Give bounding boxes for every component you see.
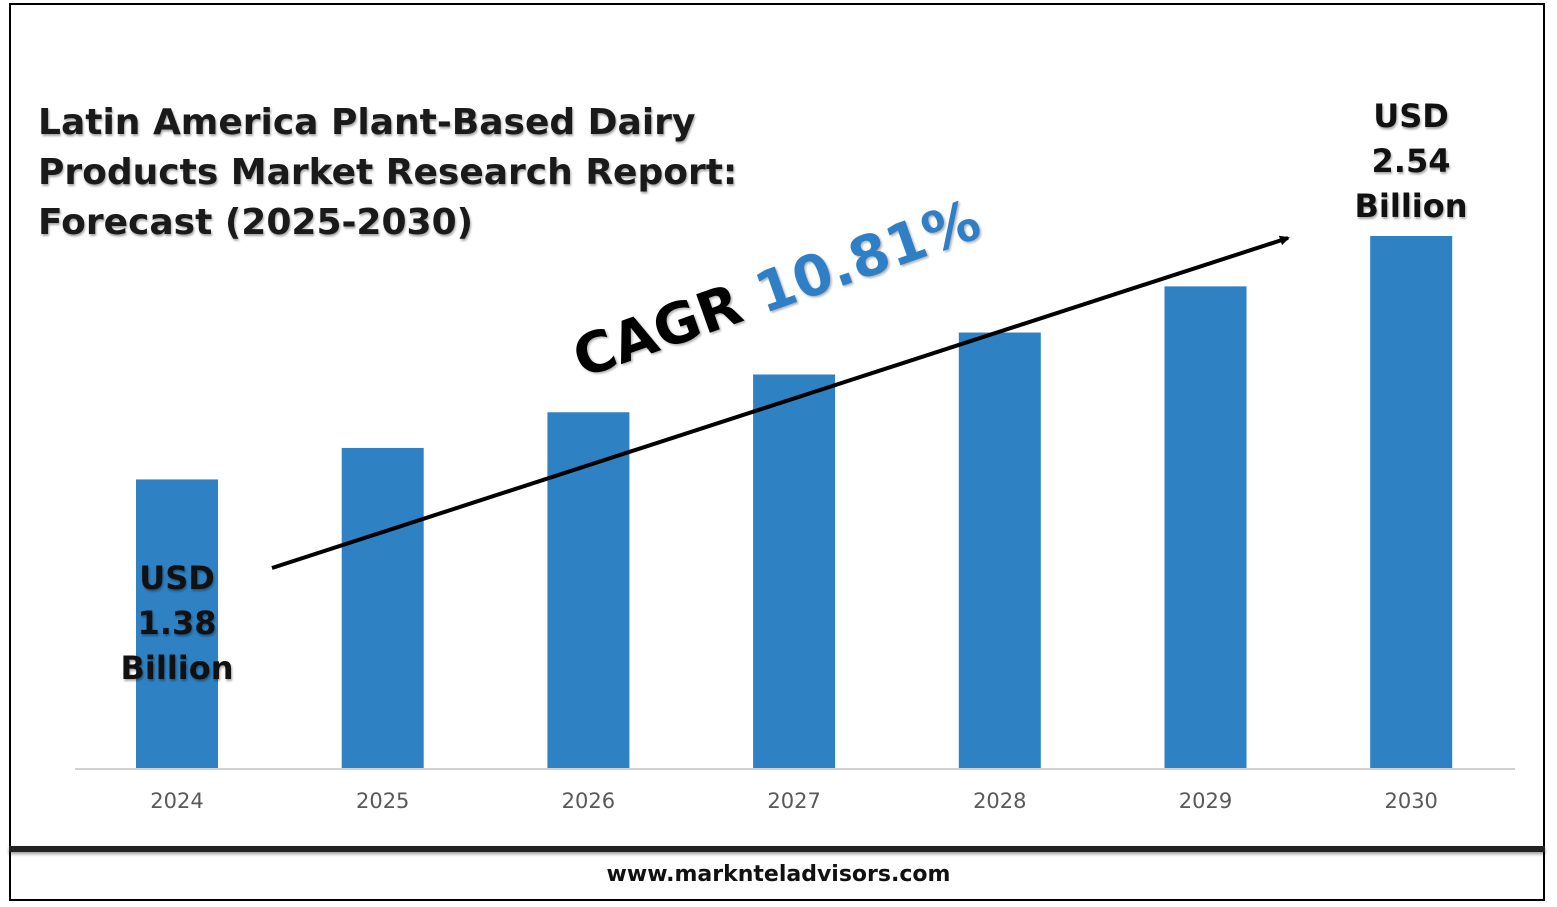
tick-label-2028: 2028 [973, 789, 1026, 813]
footer-divider [9, 846, 1545, 852]
end-currency: USD [1373, 97, 1449, 135]
tick-label-2030: 2030 [1384, 789, 1437, 813]
tick-label-2029: 2029 [1179, 789, 1232, 813]
bar-2024 [136, 479, 218, 769]
chart-frame [9, 3, 1545, 901]
tick-label-2027: 2027 [767, 789, 820, 813]
tick-label-2026: 2026 [562, 789, 615, 813]
start-unit: Billion [120, 649, 234, 687]
start-currency: USD [139, 559, 215, 597]
start-value: 1.38 [137, 604, 217, 642]
bar-2027 [753, 374, 836, 769]
start-value-annotation: USD 1.38 Billion [102, 556, 252, 691]
chart-title: Latin America Plant-Based Dairy Products… [38, 102, 738, 243]
growth-arrow [271, 235, 1290, 570]
tick-label-2025: 2025 [356, 789, 409, 813]
end-value-annotation: USD 2.54 Billion [1336, 94, 1486, 229]
bar-2025 [341, 447, 424, 769]
bar-2029 [1164, 286, 1247, 769]
bar-2028 [958, 332, 1041, 769]
tick-label-2024: 2024 [150, 789, 203, 813]
bar-2026 [547, 412, 630, 769]
end-value: 2.54 [1371, 142, 1451, 180]
bar-2030 [1370, 236, 1453, 769]
footer-url: www.marknteladvisors.com [606, 862, 951, 887]
end-unit: Billion [1354, 187, 1468, 225]
